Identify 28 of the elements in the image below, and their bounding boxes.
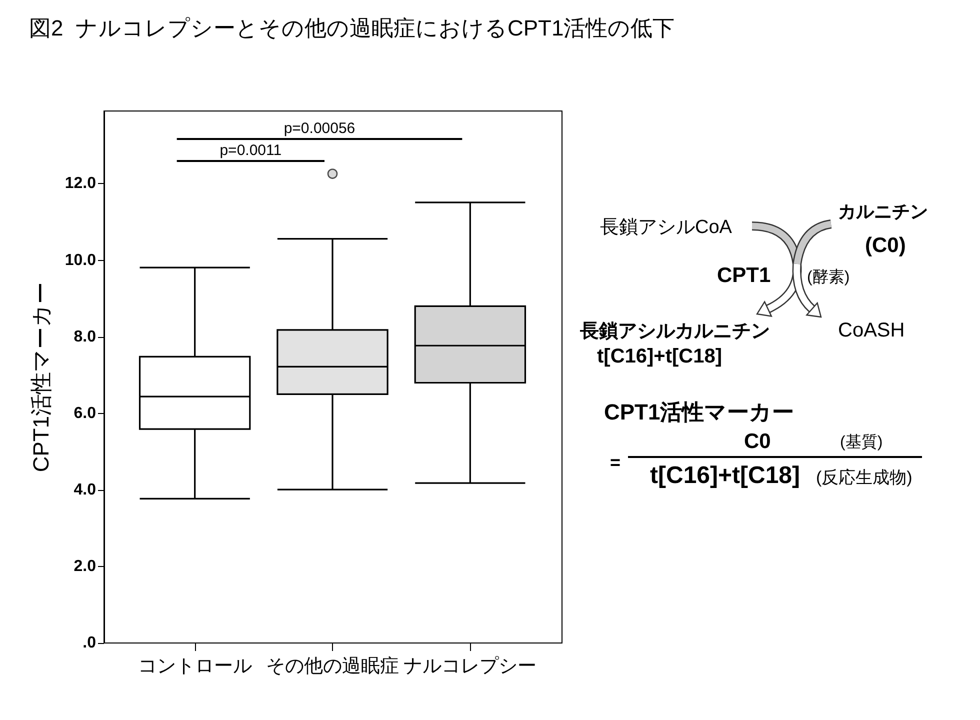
text: CPT1活性マーカー: [604, 399, 794, 425]
x-tick-label: その他の過眠症: [266, 656, 399, 677]
text: (反応生成物): [816, 468, 912, 488]
text: カルニチン: [838, 202, 928, 222]
text: =: [610, 452, 621, 474]
y-tick-label: 4.0: [74, 481, 96, 498]
text: (基質): [840, 434, 883, 452]
y-tick-label: .0: [82, 634, 96, 652]
text: CoASH: [838, 320, 905, 342]
chart-title: 図2 ナルコレプシーとその他の過眠症におけるCPT1活性の低下: [29, 16, 675, 40]
y-tick-label: 12.0: [64, 175, 96, 192]
text: t[C16]+t[C18]: [597, 346, 722, 368]
y-tick-label: 2.0: [74, 558, 96, 575]
text: C0: [744, 430, 771, 454]
annotation: p=0.00056: [284, 120, 356, 137]
text: t[C16]+t[C18]: [650, 462, 800, 490]
text: CPT1: [717, 264, 771, 288]
text: (酵素): [807, 268, 850, 288]
text: (C0): [865, 234, 906, 258]
y-tick-label: 8.0: [74, 328, 96, 346]
x-tick-label: コントロール: [138, 656, 252, 677]
text: 長鎖アシルCoA: [600, 217, 732, 239]
text: 長鎖アシルカルニチン: [580, 321, 770, 343]
y-tick-label: 10.0: [64, 252, 96, 269]
y-tick-label: 6.0: [74, 404, 96, 422]
x-tick-label: ナルコレプシー: [404, 656, 537, 677]
y-axis-title: CPT1活性マーカー: [28, 282, 54, 472]
annotation: p=0.0011: [220, 142, 282, 159]
